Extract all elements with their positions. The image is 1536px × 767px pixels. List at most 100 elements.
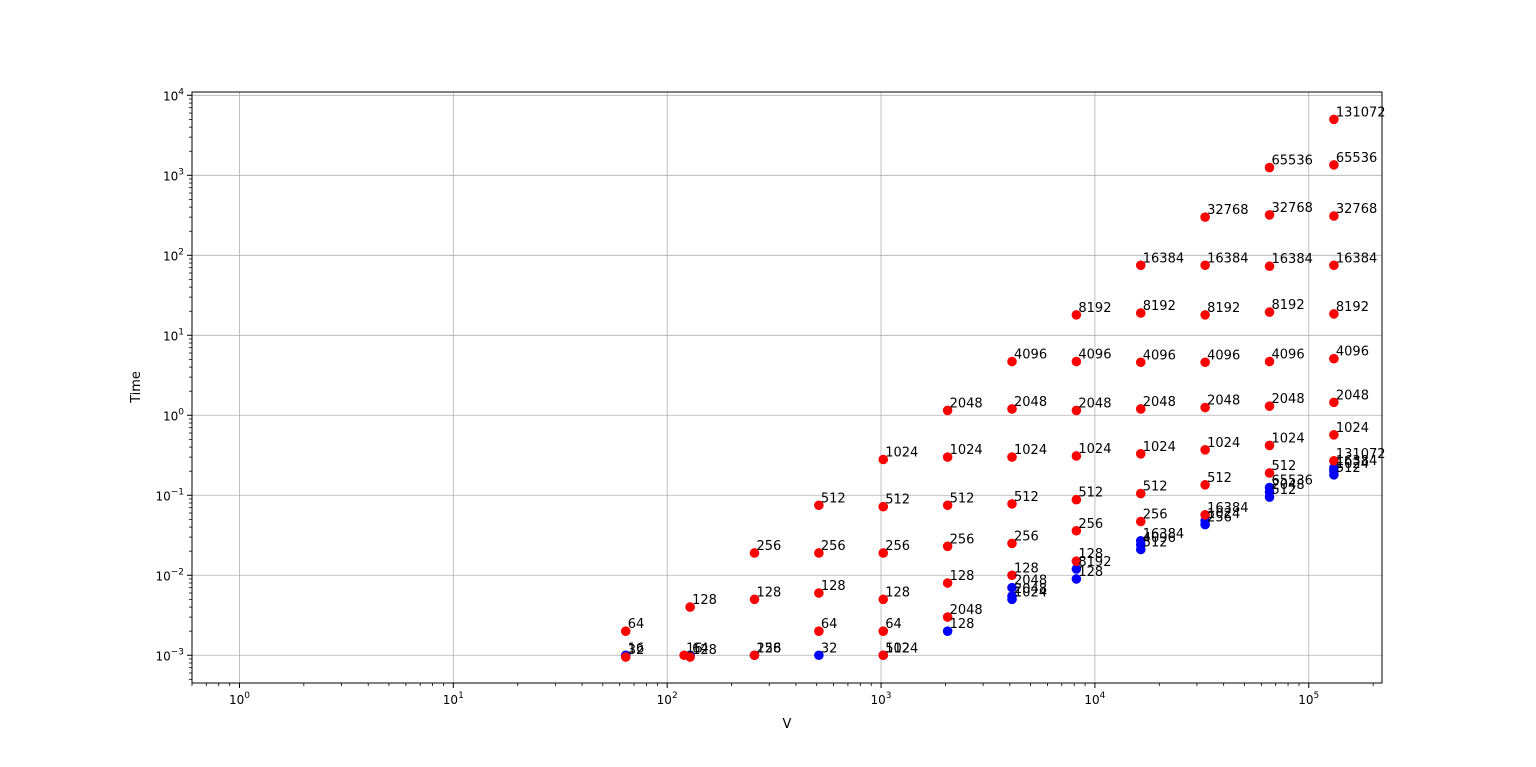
data-point xyxy=(1135,404,1146,414)
data-point xyxy=(620,652,631,662)
data-point xyxy=(1135,308,1146,318)
data-point xyxy=(1200,212,1210,222)
data-point-label: 2048 xyxy=(1207,394,1240,409)
data-point-label: 16384 xyxy=(1207,501,1248,516)
data-point-label: 65536 xyxy=(1272,154,1313,169)
data-point xyxy=(1329,114,1339,125)
data-point xyxy=(1135,516,1146,527)
data-point-label: 16384 xyxy=(1336,454,1377,469)
data-point-label: 4096 xyxy=(1336,345,1369,360)
data-point-label: 64 xyxy=(692,641,709,656)
data-point-label: 512 xyxy=(821,491,846,506)
data-point-label: 32768 xyxy=(1207,203,1248,218)
data-point-label: 16 xyxy=(686,641,703,656)
data-point-label: 64 xyxy=(821,617,838,632)
data-point-label: 1024 xyxy=(1014,443,1047,458)
data-point xyxy=(749,594,760,605)
data-point-label: 128 xyxy=(821,579,846,594)
data-point xyxy=(1135,535,1146,546)
data-point xyxy=(878,501,889,512)
data-point xyxy=(878,454,889,465)
data-point-label: 1024 xyxy=(1207,507,1240,522)
data-point-label: 4096 xyxy=(1143,348,1176,363)
data-point-label: 128 xyxy=(692,593,717,608)
data-point-label: 1024 xyxy=(1207,436,1240,451)
data-point xyxy=(1329,463,1339,473)
data-point xyxy=(749,650,760,661)
data-point xyxy=(942,405,953,416)
data-point xyxy=(814,650,824,661)
data-point-label: 1024 xyxy=(1336,421,1369,436)
data-point-label: 256 xyxy=(821,539,846,554)
data-point-label: 8192 xyxy=(1143,299,1176,314)
data-point-label: 4096 xyxy=(1207,348,1240,363)
data-point xyxy=(878,626,889,636)
data-point-label: 512 xyxy=(1014,490,1039,505)
data-point xyxy=(1071,356,1082,367)
data-point xyxy=(814,588,824,598)
data-point-label: 256 xyxy=(885,539,910,554)
y-tick-label: 101 xyxy=(163,327,184,343)
data-point xyxy=(942,626,953,636)
data-point xyxy=(1264,482,1275,493)
data-point-label: 32768 xyxy=(1336,202,1377,217)
data-point-label: 128 xyxy=(885,585,910,600)
data-point-label: 131072 xyxy=(1336,447,1386,462)
data-point xyxy=(1200,357,1210,368)
data-point-label: 4096 xyxy=(1272,348,1305,363)
data-point xyxy=(1329,455,1339,466)
data-point-label: 1024 xyxy=(1143,440,1176,455)
data-point-label: 2048 xyxy=(1336,388,1369,403)
data-point-label: 2048 xyxy=(950,396,983,411)
data-point-label: 512 xyxy=(1272,483,1297,498)
data-point xyxy=(1264,261,1275,272)
data-point-label: 32 xyxy=(628,643,645,658)
data-point xyxy=(1200,402,1210,413)
data-point xyxy=(1200,310,1210,320)
data-point-label: 8192 xyxy=(1336,300,1369,315)
x-tick-label: 104 xyxy=(1084,691,1105,707)
data-point xyxy=(1007,499,1017,509)
data-point-label: 2048 xyxy=(1014,395,1047,410)
y-tick-label: 10−2 xyxy=(155,567,184,583)
data-point xyxy=(620,626,631,636)
data-point-label: 128 xyxy=(1078,565,1103,580)
data-point xyxy=(942,500,953,511)
data-point xyxy=(1329,260,1339,271)
y-axis-label: Time xyxy=(129,371,144,404)
data-point-label: 131072 xyxy=(1336,105,1386,120)
data-point-label: 2048 xyxy=(1014,582,1047,597)
data-point xyxy=(1264,307,1275,317)
data-point-label: 128 xyxy=(756,585,781,600)
data-point xyxy=(1264,440,1275,451)
data-point xyxy=(1071,564,1082,574)
data-point-label: 128 xyxy=(692,643,717,658)
y-tick-label: 10−3 xyxy=(155,647,184,663)
data-point xyxy=(1007,538,1017,549)
data-point-label: 32768 xyxy=(1272,201,1313,216)
data-point-label: 512 xyxy=(1143,535,1168,550)
x-tick-label: 103 xyxy=(871,691,892,707)
point-layer xyxy=(620,114,1339,662)
data-point-label: 2048 xyxy=(1078,396,1111,411)
data-point-label: 4096 xyxy=(1078,348,1111,363)
data-point-label: 8192 xyxy=(1272,298,1305,313)
data-point xyxy=(1135,260,1146,271)
data-point xyxy=(685,652,695,662)
data-point-label: 512 xyxy=(1143,480,1168,495)
data-point xyxy=(942,452,953,462)
data-point-label: 1024 xyxy=(1336,457,1369,472)
data-point-label: 2048 xyxy=(1014,574,1047,589)
data-point-label: 65536 xyxy=(1272,474,1313,489)
data-point-label: 4096 xyxy=(1143,531,1176,546)
data-point xyxy=(1329,430,1339,440)
data-point-label: 2048 xyxy=(1143,395,1176,410)
data-point-label: 256 xyxy=(756,641,781,656)
data-point-label: 256 xyxy=(1078,517,1103,532)
data-point-label: 8192 xyxy=(1078,555,1111,570)
data-point xyxy=(1007,404,1017,414)
data-point-label: 256 xyxy=(950,532,975,547)
data-point-label: 1024 xyxy=(950,443,983,458)
data-point-label: 1024 xyxy=(1014,585,1047,600)
data-point-label: 1024 xyxy=(1272,431,1305,446)
